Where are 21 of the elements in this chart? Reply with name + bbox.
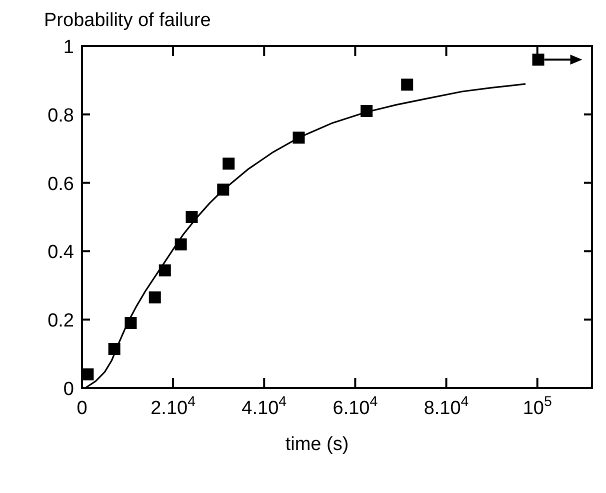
x-tick-label: 2.10$^{4}$ [150, 394, 196, 419]
y-tick-label: 0.4 [48, 242, 74, 264]
x-tick-label: 8.10$^{4}$ [424, 394, 469, 419]
y-tick-label: 0.2 [48, 310, 74, 332]
x-tick-label: 4.10$^{4}$ [242, 394, 287, 419]
x-tick-label: 10$^{5}$ [522, 394, 552, 419]
point [222, 158, 235, 170]
x-axis-title: time (s) [285, 434, 349, 455]
y-tick-label: 0 [63, 379, 74, 400]
point [148, 291, 161, 304]
point [186, 211, 198, 223]
y-tick-label: 0.6 [48, 174, 74, 195]
y-tick-label: 1 [63, 37, 74, 58]
point [532, 54, 544, 66]
point [82, 368, 94, 380]
x-tick-label: 6.10$^{4}$ [332, 394, 378, 419]
point [401, 78, 414, 91]
point [158, 264, 171, 276]
y-axis-title: Probability of failure [44, 10, 211, 31]
x-tick-label: 0 [76, 398, 88, 419]
y-tick-label: 0.8 [48, 105, 74, 126]
